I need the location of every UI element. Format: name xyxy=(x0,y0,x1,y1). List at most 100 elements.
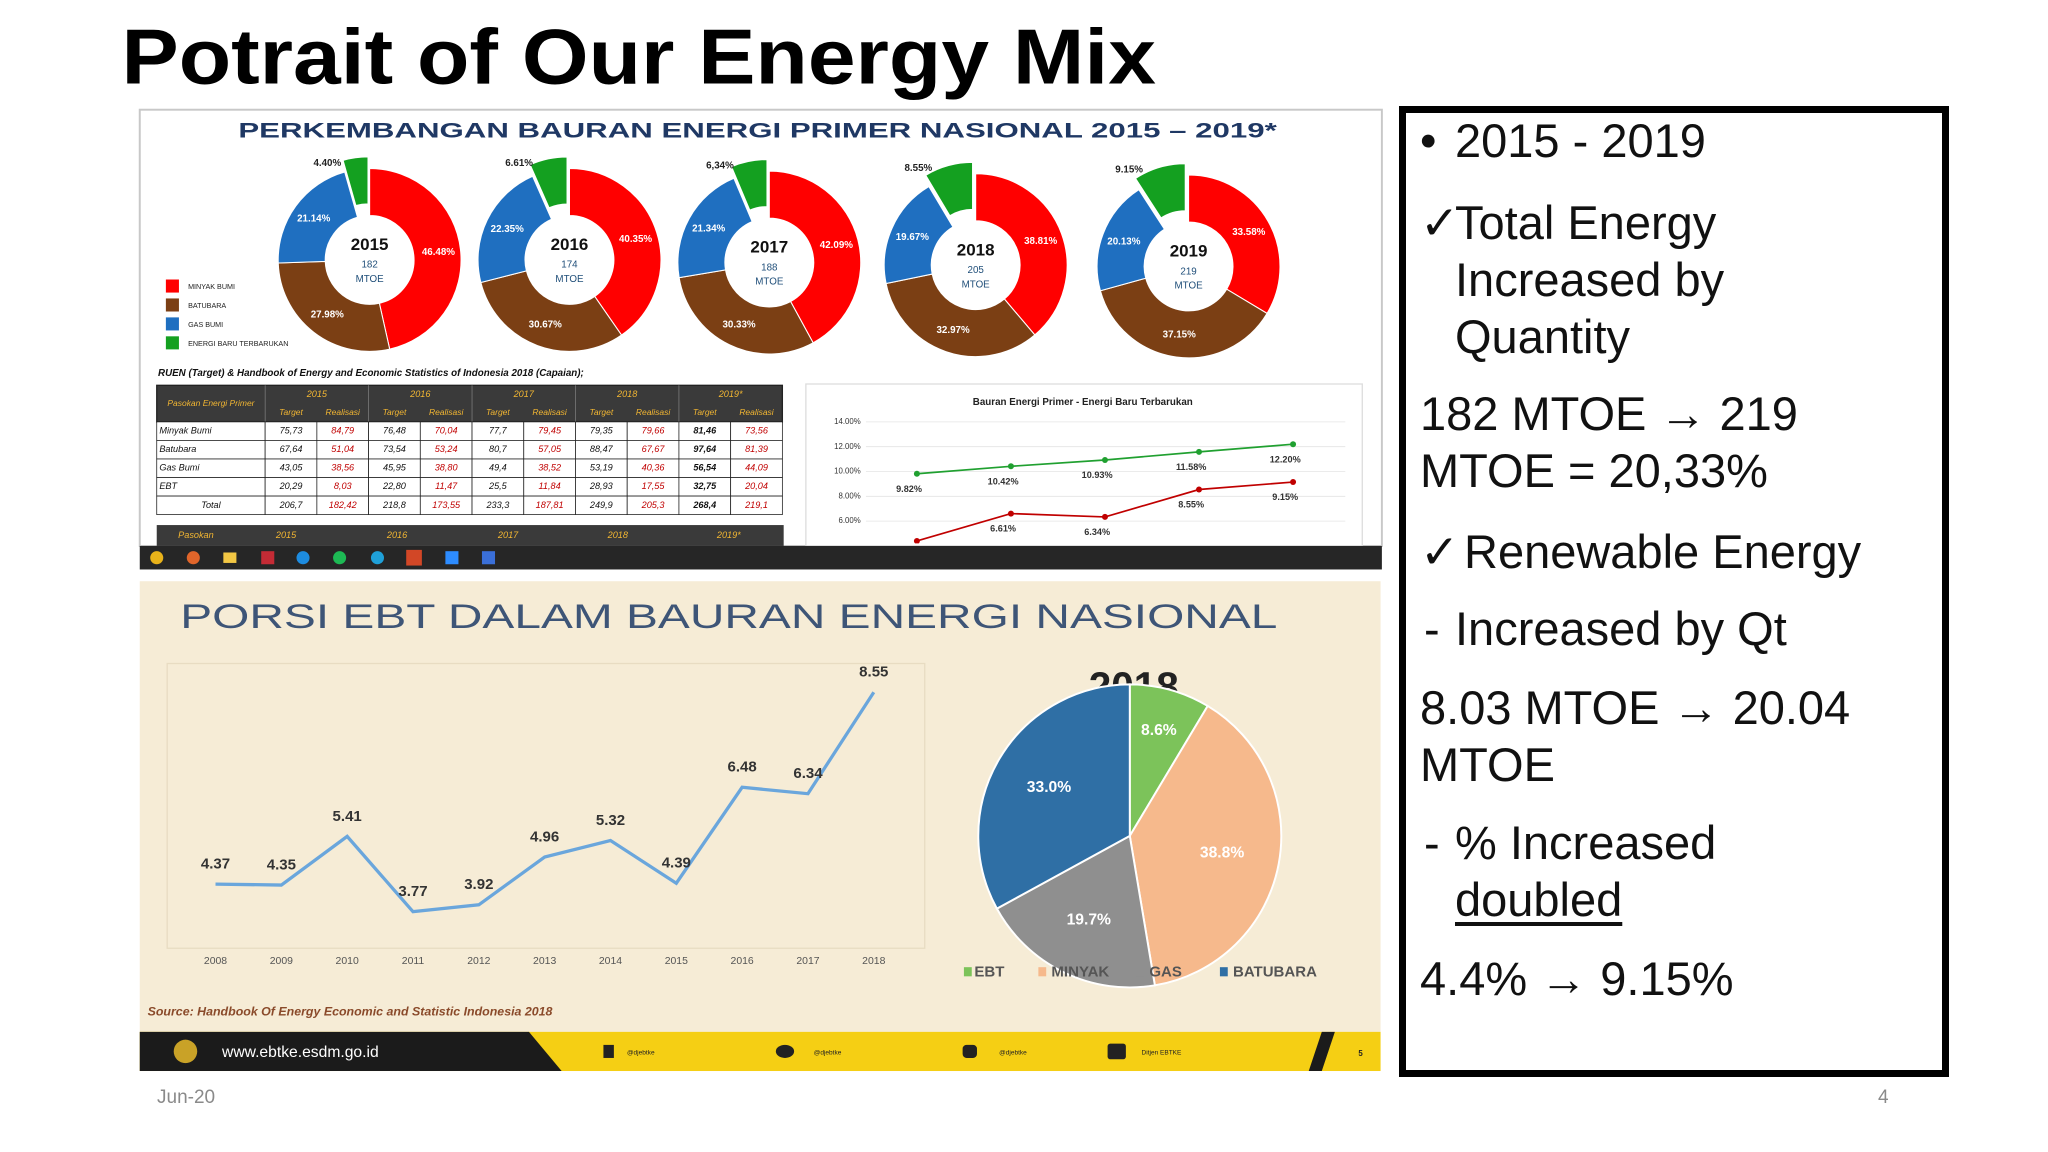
table-row-label: EBT xyxy=(159,481,178,491)
table-cell-text: 56,54 xyxy=(693,463,716,473)
table-subheader-cell: Target xyxy=(486,407,510,417)
value-label: 8.55% xyxy=(1178,500,1204,510)
summary-text: Total Energy Increased by Quantity xyxy=(1455,196,1725,363)
table-cell-text: 84,79 xyxy=(331,426,354,436)
donut-slice xyxy=(1188,174,1281,315)
legend-swatch xyxy=(1038,967,1047,977)
summary-text: % Increased xyxy=(1455,816,1717,869)
data-table: Pasokan Energi Primer 2015 2016 2017 2018 201… xyxy=(156,384,784,546)
table-cell-text: 38,80 xyxy=(435,463,458,473)
table-row-label: Gas Bumi xyxy=(159,463,200,473)
value-label: 10.42% xyxy=(988,476,1019,486)
value-label: 6.61% xyxy=(990,524,1016,534)
value-label: 3.77 xyxy=(398,883,427,900)
series-point xyxy=(1290,441,1297,448)
x-tick-label: 2014 xyxy=(599,956,622,967)
pie-value-label: 33.0% xyxy=(1027,779,1071,796)
donut-hole xyxy=(525,215,614,305)
table-header-cell: 2015 xyxy=(306,389,328,399)
table-cell-text: 32,75 xyxy=(693,481,717,491)
value-label: 4.35 xyxy=(267,856,296,873)
donut-title: PERKEMBANGAN BAURAN ENERGI PRIMER NASION… xyxy=(238,118,1277,143)
table-cell-text: 73,56 xyxy=(745,426,769,436)
y-tick-label: 14.00% xyxy=(834,417,861,426)
donut-slice xyxy=(342,156,369,207)
table-cell-text: 67,67 xyxy=(642,444,666,454)
dash: - xyxy=(1424,602,1440,655)
social-icons xyxy=(603,1043,1126,1060)
table-cell-text: 25,5 xyxy=(488,481,508,491)
donut-value-label: 6,34% xyxy=(706,160,734,171)
table-header-cell: 2019* xyxy=(718,389,743,399)
donut-total: 205 xyxy=(968,265,985,276)
table2-header-cell: 2018 xyxy=(607,530,629,540)
small-chart-title: Bauran Energi Primer - Energi Baru Terba… xyxy=(973,397,1193,408)
y-tick-label: 12.00% xyxy=(834,442,861,451)
table-cell-text: 20,29 xyxy=(279,481,303,491)
table-header-cell: Pasokan Energi Primer xyxy=(167,398,255,408)
donut-unit: MTOE xyxy=(755,277,784,288)
slide-title: Potrait of Our Energy Mix xyxy=(121,12,1155,100)
donut-slice xyxy=(730,159,768,211)
value-label: 12.20% xyxy=(1270,454,1301,464)
table-cell-text: 11,47 xyxy=(435,481,458,491)
table-cell-text: 11,84 xyxy=(539,481,561,491)
donut-value-label: 37.15% xyxy=(1163,330,1196,341)
social-handle: @djebtke xyxy=(814,1049,842,1056)
pie-value-label: 38.8% xyxy=(1200,844,1244,861)
table2-header-cell: 2019* xyxy=(716,530,741,540)
legend-swatch xyxy=(165,279,179,293)
donut-slice xyxy=(1134,163,1186,219)
table-cell-text: 88,47 xyxy=(590,444,614,454)
pie-slice xyxy=(995,834,1157,989)
taskbar-icons xyxy=(150,549,496,566)
donut-value-label: 8.55% xyxy=(904,163,932,174)
table-header-bg xyxy=(156,384,784,423)
legend-swatch xyxy=(165,298,179,312)
series-point xyxy=(1101,513,1108,520)
table-cell-text: 249,9 xyxy=(589,500,613,510)
porsi-title: PORSI EBT DALAM BAURAN ENERGI NASIONAL xyxy=(180,598,1277,636)
table-cell-text: 81,39 xyxy=(745,444,768,454)
x-tick-label: 2011 xyxy=(402,956,425,967)
donut-slice xyxy=(925,161,974,217)
donut-slice xyxy=(277,260,391,352)
table-cell-text: 218,8 xyxy=(382,500,407,510)
table-cell-text: 173,55 xyxy=(432,500,461,510)
series-point xyxy=(1196,486,1203,493)
table-cell-text: 80,7 xyxy=(489,444,508,454)
legend-swatch xyxy=(963,967,972,977)
donut-unit: MTOE xyxy=(962,279,991,290)
social-handle: @djebtke xyxy=(999,1049,1027,1056)
table-cell-text: 8,03 xyxy=(334,481,352,491)
footer-bar-slash xyxy=(1308,1031,1335,1072)
pie-value-label: 8.6% xyxy=(1141,722,1177,739)
legend-label: GAS xyxy=(1149,963,1182,980)
inner-page-number: 5 xyxy=(1358,1049,1363,1058)
summary-text-wrap: % Increased doubled xyxy=(1455,814,1895,928)
donut-value-label: 33.58% xyxy=(1232,227,1265,238)
donut-value-label: 21.14% xyxy=(297,214,330,225)
series-point xyxy=(913,537,920,544)
value-label: 4.96 xyxy=(530,828,559,845)
donut-total: 174 xyxy=(561,260,578,271)
y-tick-label: 8.00% xyxy=(839,491,861,500)
table-cell-text: 81,46 xyxy=(693,426,717,436)
value-label: 6.48 xyxy=(728,759,757,776)
table-cell-text: 219,1 xyxy=(744,500,768,510)
pie-slice xyxy=(977,683,1131,910)
table-cell-text: 28,93 xyxy=(589,481,613,491)
summary-text: 4.4% → 9.15% xyxy=(1420,952,1734,1005)
line-chart: 14.00% 12.00% 10.00% 8.00% 6.00% 9.82% 10.42% 1… xyxy=(834,417,1346,544)
table-cell-text: 187,81 xyxy=(536,500,564,510)
donut-unit: MTOE xyxy=(555,274,584,285)
table-cell-text: 79,66 xyxy=(642,426,666,436)
emphasis: doubled xyxy=(1455,873,1623,926)
value-label: 11.58% xyxy=(1176,462,1206,472)
table-cell-text: 182,42 xyxy=(329,500,357,510)
donut-value-label: 40.35% xyxy=(619,234,652,245)
value-label: 9.15% xyxy=(1272,492,1298,502)
bullet: • xyxy=(1420,114,1437,167)
table-cell-text: 97,64 xyxy=(693,444,716,454)
